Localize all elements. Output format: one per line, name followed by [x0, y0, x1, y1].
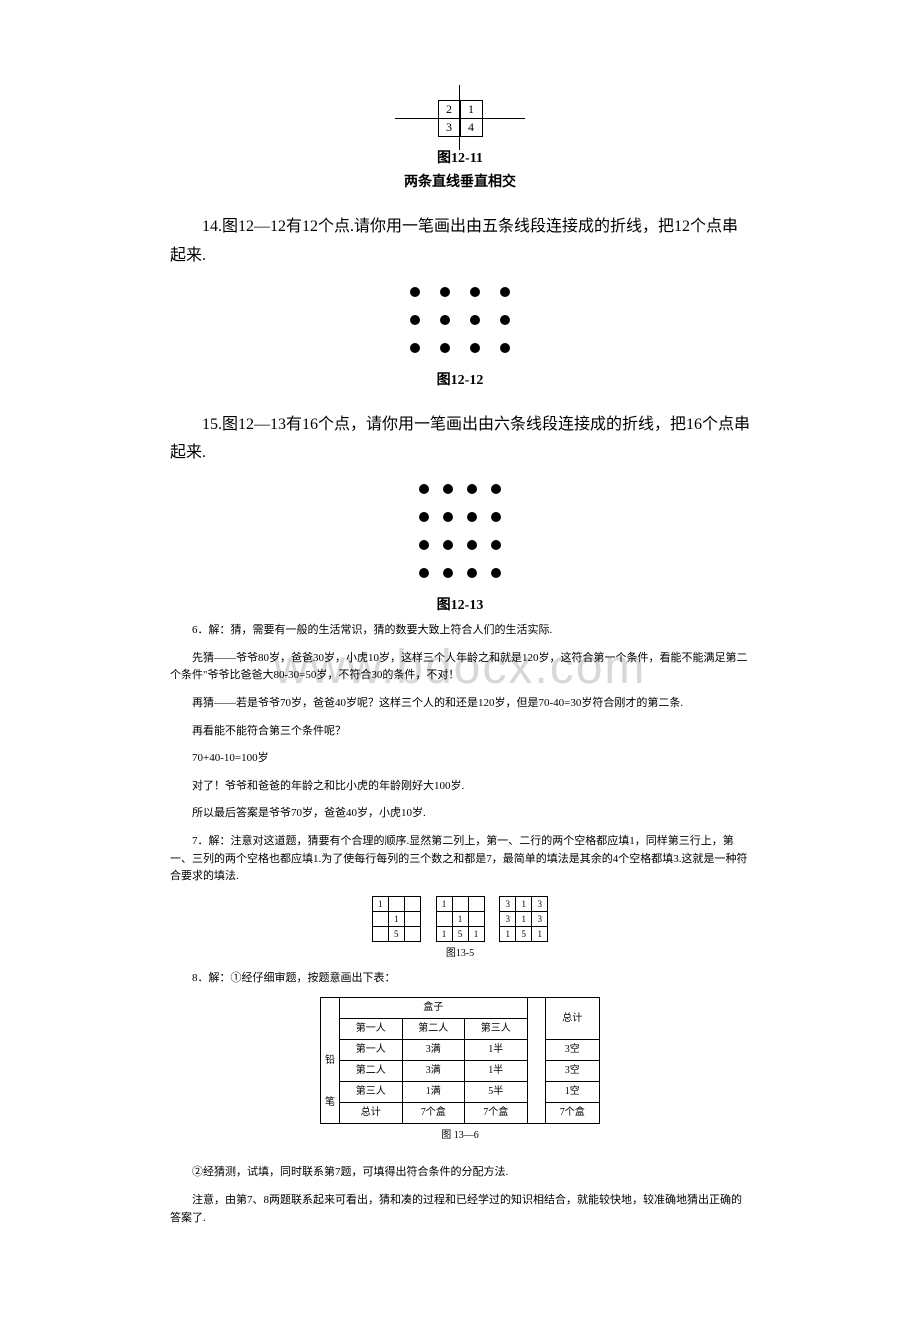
sol8-p3: 注意，由第7、8两题联系起来可看出，猜和凑的过程和已经学过的知识相结合，就能较快…: [170, 1192, 750, 1227]
fig13-5-table-1: 1 1 5: [372, 896, 421, 942]
figure-13-6-caption: 图 13—6: [320, 1128, 600, 1144]
figure-12-11-subcaption: 两条直线垂直相交: [170, 171, 750, 191]
fig13-6-r1c4: 3空: [545, 1040, 600, 1061]
figure-12-12-dots: [170, 285, 750, 357]
cell-12-11-r2c1: 3: [438, 119, 460, 137]
t2-c: [468, 896, 484, 911]
t3-c: 1: [532, 926, 548, 941]
fig13-5-table-3: 313 313 151: [499, 896, 548, 942]
t3-c: 3: [532, 896, 548, 911]
solution-8: 8．解：①经仔细审题，按题意画出下表： 盒子 总计 第一人 第二人 第三人: [170, 970, 750, 1227]
figure-12-12-caption: 图12-12: [170, 369, 750, 389]
problem-14-text: 14.图12—12有12个点.请你用一笔画出由五条线段连接成的折线，把12个点串…: [170, 213, 750, 271]
t3-c: 5: [516, 926, 532, 941]
fig13-6-r4c2: 7个盒: [402, 1103, 465, 1124]
fig13-6-col-3: 第三人: [465, 1019, 528, 1040]
t1-c: 1: [388, 911, 404, 926]
fig13-6-col-2: 第二人: [402, 1019, 465, 1040]
t3-c: 3: [532, 911, 548, 926]
t1-c: [388, 896, 404, 911]
sol6-p2: 先猜——爷爷80岁，爸爸30岁，小虎10岁，这样三个人年龄之和就是120岁，这符…: [170, 650, 750, 685]
t1-c: [404, 926, 420, 941]
fig13-6-r1c2: 3满: [402, 1040, 465, 1061]
t2-c: [436, 911, 452, 926]
solution-6: 6．解：猜，需要有一般的生活常识，猜的数要大致上符合人们的生活实际. 先猜——爷…: [170, 622, 750, 823]
sol6-p6: 对了！爷爷和爸爸的年龄之和比小虎的年龄刚好大100岁.: [170, 778, 750, 796]
sol6-p4: 再看能不能符合第三个条件呢？: [170, 723, 750, 741]
t2-c: [468, 911, 484, 926]
fig13-6-r2c4: 3空: [545, 1061, 600, 1082]
t1-c: [404, 896, 420, 911]
fig13-6-header-group: 盒子: [340, 998, 528, 1019]
fig13-6-col-total: 总计: [545, 998, 600, 1040]
t2-c: 1: [436, 926, 452, 941]
fig13-6-r3c1: 第三人: [340, 1082, 403, 1103]
sol6-p5: 70+40-10=100岁: [170, 750, 750, 768]
fig13-6-r2c1: 第二人: [340, 1061, 403, 1082]
fig13-6-r3c3: 5半: [465, 1082, 528, 1103]
fig13-6-r2c3: 1半: [465, 1061, 528, 1082]
fig13-5-table-2: 1 1 151: [436, 896, 485, 942]
fig13-6-r1c1: 第一人: [340, 1040, 403, 1061]
figure-13-5-caption: 图13-5: [170, 946, 750, 962]
figure-13-5: 1 1 5 1 1 151 313 313 151 图13-5: [170, 896, 750, 962]
t1-c: 5: [388, 926, 404, 941]
fig13-6-r4c4: 7个盒: [545, 1103, 600, 1124]
cell-12-11-r1c1: 2: [438, 101, 460, 119]
t1-c: [372, 926, 388, 941]
t1-c: 1: [372, 896, 388, 911]
figure-12-11-caption: 图12-11: [170, 147, 750, 167]
sol8-p1: 8．解：①经仔细审题，按题意画出下表：: [170, 970, 750, 988]
t3-c: 3: [500, 911, 516, 926]
sol6-p7: 所以最后答案是爷爷70岁，爸爸40岁，小虎10岁.: [170, 805, 750, 823]
fig13-6-r4c1: 总计: [340, 1103, 403, 1124]
sol7-p1: 7．解：注意对这道题，猜要有个合理的顺序.显然第二列上，第一、二行的两个空格都应…: [170, 833, 750, 886]
t1-c: [404, 911, 420, 926]
t3-c: 1: [516, 896, 532, 911]
t3-c: 1: [500, 926, 516, 941]
figure-12-11: 2 1 3 4: [385, 100, 535, 137]
cell-12-11-r2c2: 4: [460, 119, 482, 137]
t1-c: [372, 911, 388, 926]
t2-c: 1: [452, 911, 468, 926]
sol8-p2: ②经猜测，试填，同时联系第7题，可填得出符合条件的分配方法.: [170, 1164, 750, 1182]
fig13-6-r3c2: 1满: [402, 1082, 465, 1103]
fig13-6-r2c2: 3满: [402, 1061, 465, 1082]
t2-c: 1: [436, 896, 452, 911]
t2-c: 1: [468, 926, 484, 941]
figure-12-13-dots: [170, 482, 750, 582]
t2-c: 5: [452, 926, 468, 941]
cell-12-11-r1c2: 1: [460, 101, 482, 119]
figure-13-6: 盒子 总计 第一人 第二人 第三人 铅 第一人 3满 1半: [320, 997, 600, 1144]
sol6-p1: 6．解：猜，需要有一般的生活常识，猜的数要大致上符合人们的生活实际.: [170, 622, 750, 640]
solution-7: 7．解：注意对这道题，猜要有个合理的顺序.显然第二列上，第一、二行的两个空格都应…: [170, 833, 750, 962]
t3-c: 3: [500, 896, 516, 911]
fig13-6-rowgroup-right: 笔: [321, 1082, 340, 1124]
problem-15-text: 15.图12—13有16个点，请你用一笔画出由六条线段连接成的折线，把16个点串…: [170, 411, 750, 469]
sol6-p3: 再猜——若是爷爷70岁，爸爸40岁呢？这样三个人的和还是120岁，但是70-40…: [170, 695, 750, 713]
fig13-6-rowgroup-left: 铅: [321, 1040, 340, 1082]
fig13-6-r3c4: 1空: [545, 1082, 600, 1103]
figure-12-13-caption: 图12-13: [170, 594, 750, 614]
fig13-6-r4c3: 7个盒: [465, 1103, 528, 1124]
fig13-6-col-1: 第一人: [340, 1019, 403, 1040]
t3-c: 1: [516, 911, 532, 926]
fig13-6-r1c3: 1半: [465, 1040, 528, 1061]
t2-c: [452, 896, 468, 911]
